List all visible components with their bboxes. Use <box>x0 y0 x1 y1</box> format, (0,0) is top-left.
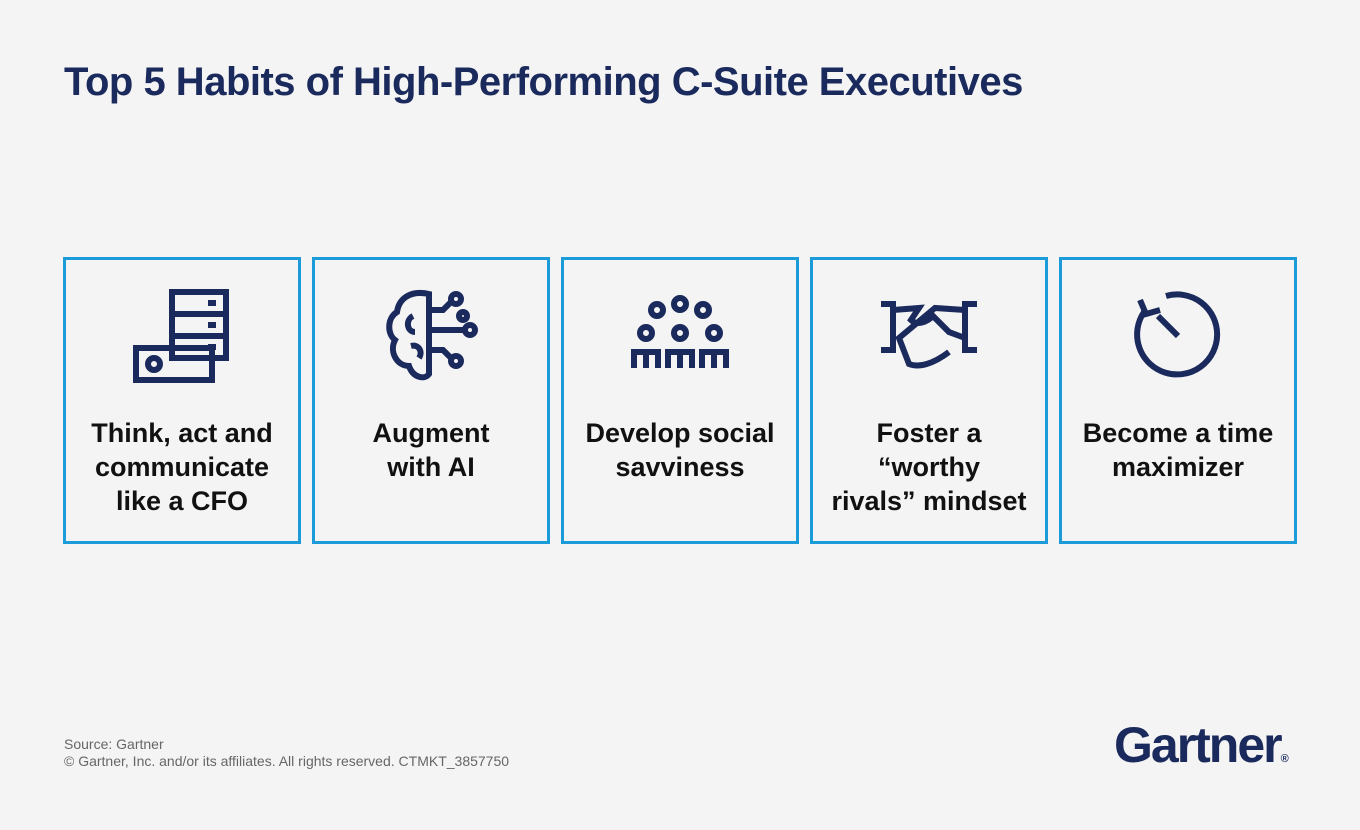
card: Foster a “worthy rivals” mindset <box>810 257 1048 544</box>
label-line: Become a time <box>1082 418 1274 448</box>
card-label: Augment with AI <box>315 416 547 484</box>
card: Become a time maximizer <box>1059 257 1297 544</box>
card-label: Think, act and communicate like a CFO <box>66 416 298 518</box>
label-line: savviness <box>615 452 745 482</box>
label-line: rivals” mindset <box>831 486 1027 516</box>
card-label: Develop social savviness <box>564 416 796 484</box>
logo-text: Gartner <box>1114 717 1283 773</box>
card-label: Become a time maximizer <box>1062 416 1294 484</box>
logo: Gartner® <box>1114 716 1289 774</box>
label-line: “worthy <box>877 452 980 482</box>
card: Augment with AI <box>312 257 550 544</box>
logo-mark: ® <box>1280 753 1289 765</box>
label-line: Foster a <box>876 418 982 448</box>
card: Think, act and communicate like a CFO <box>63 257 301 544</box>
title: Top 5 Habits of High-Performing C-Suite … <box>64 60 1023 104</box>
clock-icon <box>1134 291 1221 378</box>
label-line: communicate <box>94 452 270 482</box>
label-line: with AI <box>387 452 475 482</box>
copyright: © Gartner, Inc. and/or its affiliates. A… <box>64 753 510 769</box>
label-line: Think, act and <box>91 418 273 448</box>
source: Source: Gartner <box>64 736 164 752</box>
card-label: Foster a “worthy rivals” mindset <box>813 416 1045 518</box>
handshake-icon <box>881 301 977 369</box>
ai-brain-icon <box>386 290 478 381</box>
people-icon <box>631 295 729 368</box>
label-line: maximizer <box>1111 452 1245 482</box>
label-line: Augment <box>372 418 490 448</box>
server-icon <box>133 289 229 383</box>
label-line: like a CFO <box>115 486 249 516</box>
label-line: Develop social <box>585 418 775 448</box>
card: Develop social savviness <box>561 257 799 544</box>
